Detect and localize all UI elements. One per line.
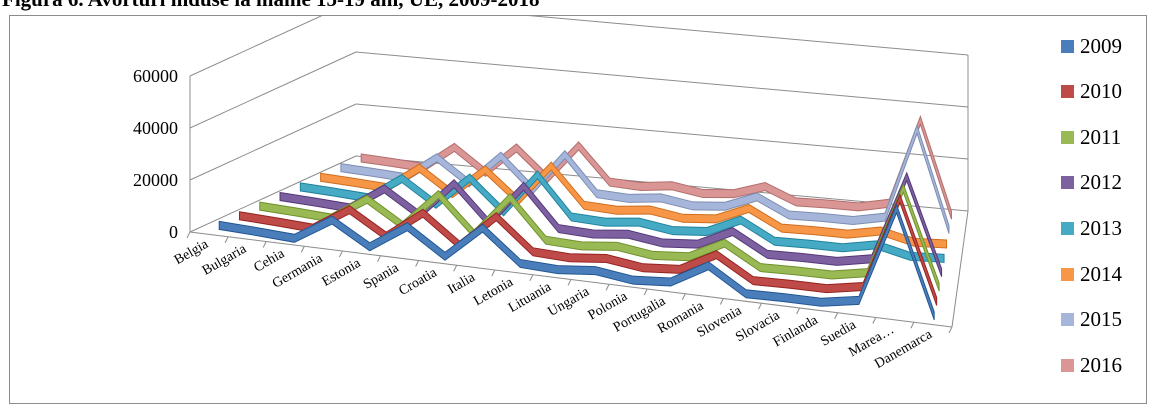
legend-swatch	[1061, 221, 1074, 235]
legend-label: 2016	[1080, 352, 1122, 377]
series-line-2013	[299, 170, 945, 263]
x-tick-mark	[872, 317, 877, 324]
legend-swatch	[1061, 176, 1074, 190]
x-tick-label: Italia	[445, 270, 478, 298]
x-tick-mark	[643, 288, 648, 296]
legend-label: 2015	[1080, 307, 1122, 332]
legend-item-2014: 2014	[1061, 262, 1122, 286]
legend-item-2013: 2013	[1061, 216, 1122, 240]
legend-swatch	[1061, 358, 1074, 372]
y-tick-label: 40000	[133, 118, 178, 138]
figure-title: Figura 6. Avorturi induse la mame 15-19 …	[2, 0, 539, 12]
y-tick-label: 0	[169, 222, 178, 242]
x-tick-mark	[758, 303, 762, 310]
y-tick-label: 20000	[133, 170, 178, 190]
legend-item-2009: 2009	[1061, 34, 1122, 58]
legend-swatch	[1061, 85, 1074, 99]
gridline	[189, 155, 357, 233]
x-tick-mark	[567, 279, 572, 286]
legend-swatch	[1061, 313, 1074, 327]
x-tick-mark	[491, 269, 496, 277]
x-tick-mark	[529, 274, 534, 281]
legend-swatch	[1061, 130, 1074, 144]
gridline	[189, 103, 357, 181]
legend-label: 2013	[1080, 215, 1122, 240]
x-tick-mark	[338, 250, 343, 258]
chart-area: 0 20000 40000 60000 Belgia Bulgaria Cehia Germa…	[9, 15, 1147, 404]
legend-label: 2009	[1080, 33, 1122, 58]
x-tick-label: Estonia	[320, 255, 365, 289]
x-tick-mark	[453, 265, 458, 272]
x-tick-mark	[796, 307, 801, 315]
x-tick-mark	[719, 298, 724, 305]
x-tick-mark	[834, 312, 839, 319]
series-line-2012	[279, 171, 943, 277]
gridline	[355, 103, 969, 160]
series-line-2011	[259, 182, 940, 292]
series-line-2009	[218, 203, 935, 321]
gridline	[189, 16, 323, 77]
x-tick-mark	[910, 322, 915, 329]
legend-swatch	[1061, 267, 1074, 281]
x-tick-mark	[377, 255, 381, 262]
gridline	[189, 51, 357, 129]
legend-item-2015: 2015	[1061, 307, 1122, 332]
x-tick-mark	[186, 231, 191, 239]
series-layer	[218, 114, 952, 321]
x-tick-label: Croatia	[396, 265, 440, 299]
x-tick-mark	[262, 241, 267, 248]
legend-item-2011: 2011	[1061, 125, 1121, 149]
x-tick-mark	[224, 236, 229, 243]
legend-label: 2014	[1080, 261, 1122, 286]
legend-item-2012: 2012	[1061, 170, 1122, 195]
legend-swatch	[1061, 39, 1074, 53]
legend-label: 2010	[1080, 79, 1122, 104]
x-tick-mark	[605, 284, 610, 291]
x-tick-mark	[948, 326, 953, 334]
legend-label: 2011	[1080, 124, 1122, 149]
gridline	[355, 51, 969, 108]
x-tick-label: Spania	[361, 260, 402, 292]
x-tick-label: Ungaria	[545, 284, 592, 320]
legend-label: 2012	[1080, 170, 1122, 195]
x-tick-mark	[415, 260, 420, 267]
axis-line	[951, 210, 969, 328]
y-tick-label: 60000	[133, 66, 178, 86]
x-tick-mark	[300, 246, 305, 253]
x-tick-mark	[681, 293, 686, 300]
series-line-2010	[238, 193, 938, 306]
legend-item-2010: 2010	[1061, 79, 1122, 104]
gridline	[528, 16, 969, 56]
legend-item-2016: 2016	[1061, 353, 1122, 377]
